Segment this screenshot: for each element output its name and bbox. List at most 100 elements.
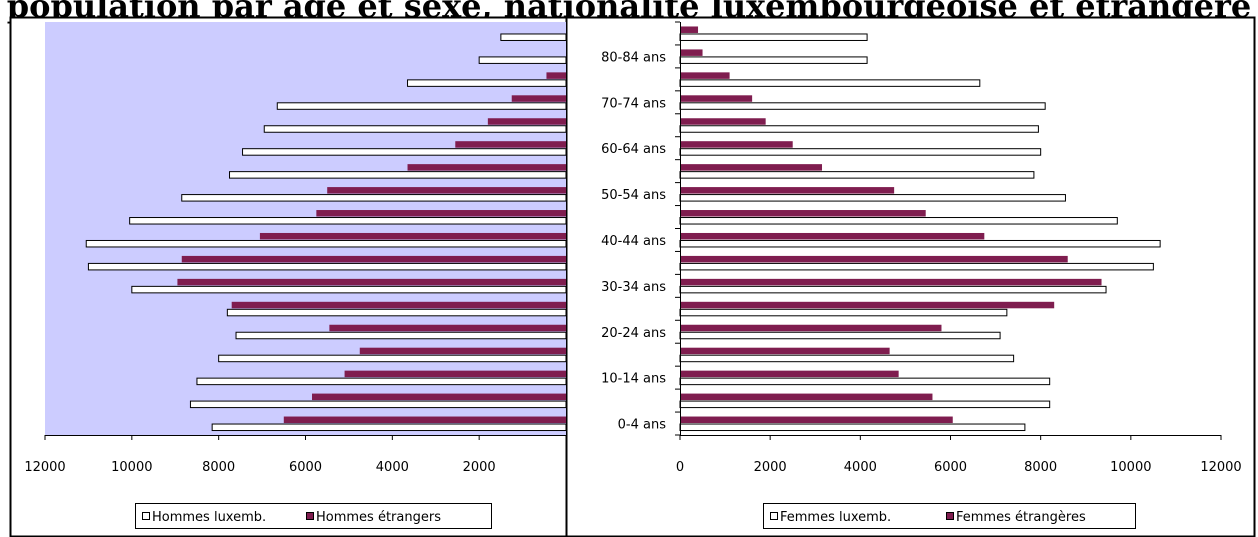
right-y-tick-label: 20-24 ans [601,326,666,341]
bar-femmes-etrangeres [680,141,793,148]
legend-swatch-femmes-etrangeres [946,512,954,520]
right-y-tick-label: 80-84 ans [601,50,666,65]
right-plot-area [680,22,1221,435]
bar-hommes-luxemb [478,56,567,64]
bar-femmes-luxemb [679,217,1118,225]
bar-femmes-etrangeres [680,416,953,424]
legend-label-hommes-etrangers: Hommes étrangers [316,510,441,525]
bar-femmes-etrangeres [680,49,703,56]
bar-femmes-luxemb [679,285,1107,294]
left-legend: Hommes luxemb. Hommes étrangers [135,503,492,529]
right-y-tick-label: 30-34 ans [601,280,666,295]
bar-femmes-luxemb [679,148,1042,156]
bar-hommes-etrangers [231,301,567,309]
right-legend: Femmes luxemb. Femmes étrangères [763,503,1136,529]
bar-femmes-luxemb [679,125,1039,133]
bar-femmes-luxemb [679,79,981,87]
legend-label-femmes-etrangeres: Femmes étrangères [956,510,1086,525]
bar-hommes-luxemb [85,239,567,248]
left-x-tick-label: 4000 [376,460,409,475]
bar-hommes-luxemb [500,33,567,41]
bar-femmes-etrangeres [680,301,1055,309]
right-y-tick-label: 40-44 ans [601,234,666,249]
left-x-tick-label: 6000 [289,460,322,475]
right-x-tick-label: 2000 [754,460,787,475]
right-x-tick-label: 4000 [844,460,877,475]
bar-femmes-luxemb [679,423,1026,432]
right-y-tick-label: 0-4 ans [618,418,667,433]
right-y-tick-label: 50-54 ans [601,188,666,203]
bar-hommes-luxemb [131,285,567,294]
bar-hommes-luxemb [218,354,567,363]
bar-femmes-luxemb [679,354,1015,363]
bar-hommes-luxemb [235,331,567,340]
legend-label-hommes-luxemb: Hommes luxemb. [152,510,266,525]
bar-femmes-etrangeres [680,324,942,332]
bar-hommes-etrangers [344,370,566,378]
bar-femmes-etrangeres [680,232,985,240]
bar-hommes-etrangers [181,255,566,263]
bar-hommes-luxemb [87,262,567,271]
bar-femmes-luxemb [679,194,1066,202]
bar-hommes-luxemb [226,308,567,317]
right-y-tick-label: 10-14 ans [601,372,666,387]
legend-swatch-hommes-etrangers [306,512,314,520]
bar-femmes-luxemb [679,102,1046,110]
bar-hommes-luxemb [189,400,567,409]
bar-femmes-etrangeres [680,347,890,355]
bar-femmes-etrangeres [680,370,899,378]
right-y-tick-label: 70-74 ans [601,96,666,111]
right-x-tick-label: 8000 [1024,460,1057,475]
bar-hommes-luxemb [229,171,567,179]
bar-femmes-etrangeres [680,164,823,171]
bar-femmes-luxemb [679,171,1035,179]
bar-hommes-luxemb [263,125,567,133]
bar-hommes-etrangers [283,416,566,424]
right-x-tick-label: 10000 [1110,460,1151,475]
bar-femmes-etrangeres [680,118,766,125]
bar-femmes-luxemb [679,308,1008,317]
bar-hommes-etrangers [455,141,566,148]
bar-femmes-luxemb [679,33,868,41]
bar-hommes-luxemb [211,423,567,432]
bar-hommes-etrangers [329,324,566,332]
left-x-tick-label: 8000 [202,460,235,475]
right-x-tick-label: 0 [676,460,684,475]
right-y-tick-label: 60-64 ans [601,142,666,157]
bar-hommes-etrangers [359,347,566,355]
bar-hommes-luxemb [242,148,567,156]
left-plot-area [45,22,566,435]
bar-hommes-luxemb [276,102,567,110]
bar-femmes-luxemb [679,377,1051,386]
right-x-tick-label: 12000 [1200,460,1241,475]
left-x-tick-label: 12000 [24,460,65,475]
bar-hommes-luxemb [407,79,567,87]
bar-femmes-etrangeres [680,187,895,194]
bar-hommes-etrangers [316,210,566,217]
legend-label-femmes-luxemb: Femmes luxemb. [780,510,891,525]
bar-femmes-luxemb [679,400,1051,409]
bar-femmes-etrangeres [680,278,1102,286]
bar-hommes-etrangers [546,72,566,79]
bar-hommes-etrangers [511,95,566,102]
bar-femmes-etrangeres [680,26,699,33]
bar-hommes-etrangers [327,187,566,194]
left-x-tick-label: 2000 [463,460,496,475]
bar-femmes-luxemb [679,239,1161,248]
bar-hommes-etrangers [259,232,566,240]
left-x-tick-label: 10000 [111,460,152,475]
legend-swatch-hommes-luxemb [142,512,150,520]
bar-femmes-etrangeres [680,210,926,217]
bar-hommes-luxemb [129,217,567,225]
bar-hommes-luxemb [196,377,567,386]
bar-femmes-luxemb [679,331,1001,340]
bar-femmes-etrangeres [680,95,753,102]
bar-femmes-etrangeres [680,255,1068,263]
bar-hommes-luxemb [181,194,567,202]
right-x-tick-label: 6000 [934,460,967,475]
bar-femmes-etrangeres [680,72,730,79]
bar-hommes-etrangers [312,393,566,401]
bar-hommes-etrangers [177,278,566,286]
bar-femmes-etrangeres [680,393,933,401]
